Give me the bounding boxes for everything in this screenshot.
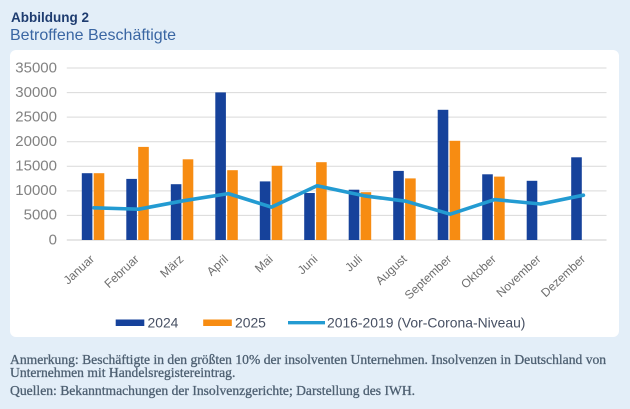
svg-text:September: September [402,252,454,302]
svg-text:August: August [373,252,410,288]
svg-text:2016-2019 (Vor-Corona-Niveau): 2016-2019 (Vor-Corona-Niveau) [327,314,525,330]
svg-text:2025: 2025 [235,314,266,330]
svg-text:Juni: Juni [295,252,321,277]
svg-text:Oktober: Oktober [458,252,499,291]
svg-text:April: April [204,252,231,279]
svg-text:Januar: Januar [61,252,97,287]
svg-text:25000: 25000 [15,108,57,125]
svg-text:Mai: Mai [252,252,276,275]
svg-text:März: März [157,252,186,280]
svg-text:0: 0 [49,231,57,248]
svg-text:November: November [494,252,544,300]
svg-text:10000: 10000 [15,182,57,199]
svg-text:35000: 35000 [15,59,57,76]
svg-text:30000: 30000 [15,84,57,101]
svg-text:5000: 5000 [24,207,57,224]
svg-text:15000: 15000 [15,158,57,175]
svg-text:Juli: Juli [342,252,365,275]
svg-text:Februar: Februar [101,252,141,291]
svg-text:Dezember: Dezember [538,252,588,300]
svg-text:2024: 2024 [148,314,179,330]
svg-text:20000: 20000 [15,133,57,150]
